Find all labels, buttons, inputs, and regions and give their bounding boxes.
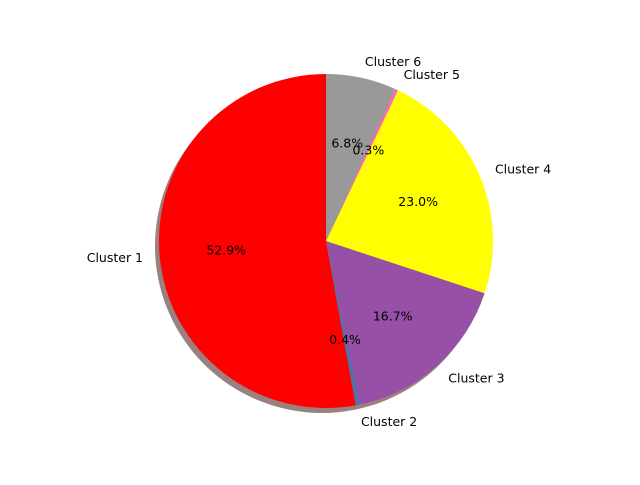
slice-percent-cluster-4: 23.0% — [398, 194, 438, 209]
pie-labels: Cluster 1 52.9% Cluster 2 0.4% Cluster 3 16.7… — [87, 54, 552, 429]
pie-slice-cluster-6 — [326, 74, 396, 241]
slice-percent-cluster-5: 0.3% — [352, 143, 384, 158]
slice-label-cluster-5: Cluster 5 — [404, 67, 460, 82]
slice-label-cluster-6: Cluster 6 — [365, 54, 421, 69]
pie-slice-cluster-3 — [326, 241, 485, 405]
slice-percent-cluster-3: 16.7% — [373, 308, 413, 323]
slice-percent-cluster-1: 52.9% — [206, 242, 246, 257]
slice-percent-cluster-2: 0.4% — [329, 332, 361, 347]
pie-slice-cluster-2 — [326, 241, 360, 406]
slice-label-cluster-2: Cluster 2 — [361, 414, 417, 429]
pie-slice-cluster-4 — [326, 90, 494, 294]
pie-slice-cluster-5 — [326, 88, 398, 241]
slice-label-cluster-3: Cluster 3 — [448, 371, 504, 386]
slice-label-cluster-4: Cluster 4 — [495, 161, 551, 176]
slice-label-cluster-1: Cluster 1 — [87, 250, 143, 265]
slice-percent-cluster-6: 6.8% — [331, 136, 363, 151]
pie-slices — [158, 74, 494, 408]
pie-slice-cluster-1 — [158, 74, 356, 408]
